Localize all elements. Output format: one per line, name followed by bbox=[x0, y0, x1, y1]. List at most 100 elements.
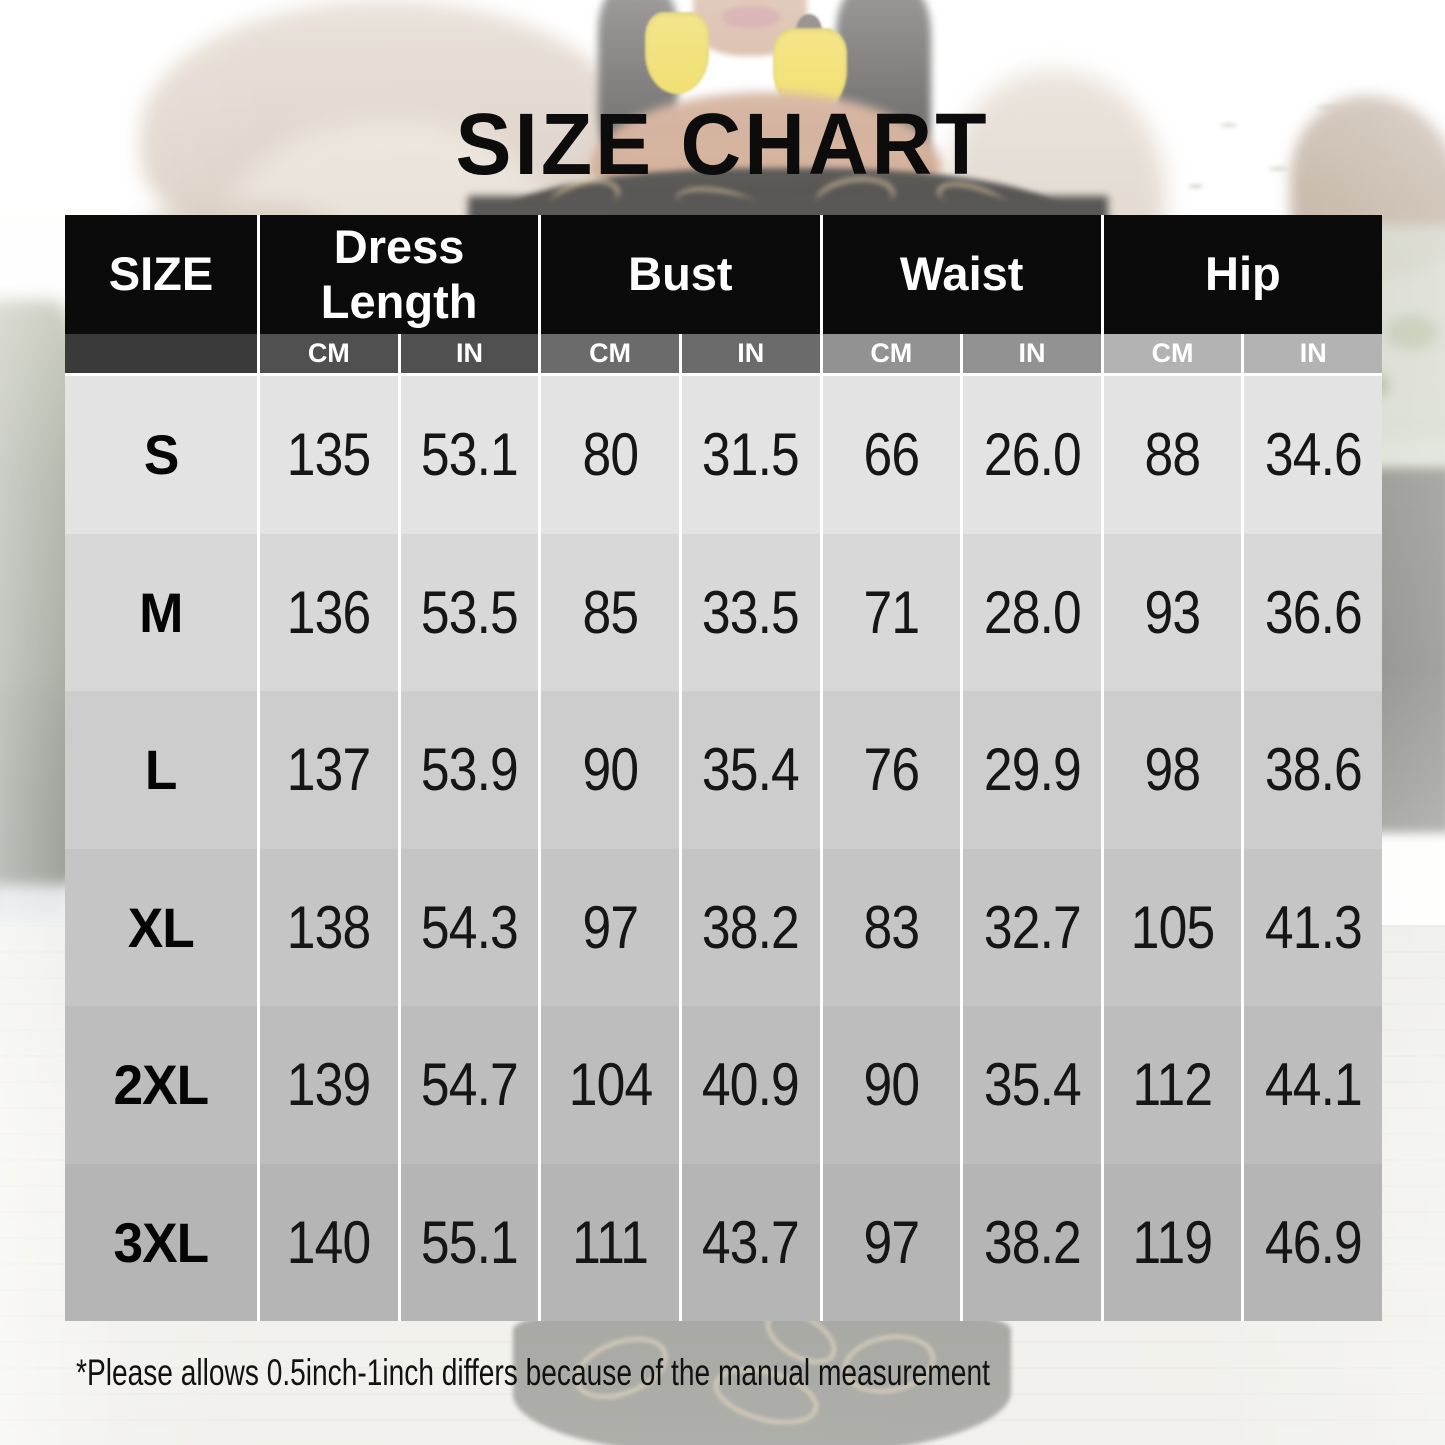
data-cell: 66 bbox=[822, 376, 961, 534]
data-cell: 32.7 bbox=[963, 848, 1101, 1006]
cell-text: 46.9 bbox=[1264, 1208, 1363, 1276]
cell-text: 85 bbox=[582, 578, 639, 646]
page-title: SIZE CHART bbox=[455, 95, 990, 193]
cell-text: 139 bbox=[287, 1051, 371, 1119]
data-cell: 29.9 bbox=[963, 691, 1101, 849]
cell-text: 140 bbox=[287, 1208, 371, 1276]
data-cell: 80 bbox=[541, 376, 679, 534]
data-cell: 138 bbox=[260, 848, 398, 1006]
data-cell: 83 bbox=[822, 848, 961, 1006]
cell-text: 93 bbox=[1144, 578, 1202, 646]
unit-cell-cm: CM bbox=[822, 334, 961, 376]
cell-text: 38.6 bbox=[1264, 736, 1363, 804]
column-header-size: SIZE bbox=[65, 215, 257, 334]
row-label-text: 2XL bbox=[113, 1053, 210, 1117]
data-cell: 55.1 bbox=[400, 1163, 539, 1321]
row-label-text: M bbox=[139, 580, 183, 644]
data-cell: 33.5 bbox=[681, 533, 820, 691]
row-label: L bbox=[65, 691, 257, 849]
cell-text: 29.9 bbox=[983, 736, 1081, 804]
data-cell: 38.6 bbox=[1244, 691, 1382, 849]
cell-text: 43.7 bbox=[702, 1208, 800, 1276]
row-label-text: L bbox=[145, 738, 178, 802]
cell-text: 136 bbox=[287, 578, 371, 646]
data-cell: 90 bbox=[541, 691, 679, 849]
cell-text: 97 bbox=[582, 893, 639, 961]
cell-text: 88 bbox=[1144, 421, 1202, 489]
column-header-bust: Bust bbox=[541, 215, 820, 334]
unit-cell-cm: CM bbox=[541, 334, 679, 376]
cell-text: 111 bbox=[572, 1208, 649, 1276]
data-cell: 88 bbox=[1103, 376, 1242, 534]
data-cell: 111 bbox=[541, 1163, 679, 1321]
cell-text: 90 bbox=[863, 1051, 920, 1119]
cell-text: 138 bbox=[287, 893, 371, 961]
cell-text: 53.5 bbox=[420, 578, 519, 646]
data-cell: 71 bbox=[822, 533, 961, 691]
data-cell: 93 bbox=[1103, 533, 1242, 691]
cell-text: 135 bbox=[287, 421, 371, 489]
cell-text: 35.4 bbox=[702, 736, 800, 804]
cell-text: 54.7 bbox=[420, 1051, 519, 1119]
data-cell: 53.9 bbox=[400, 691, 539, 849]
data-cell: 119 bbox=[1103, 1163, 1242, 1321]
data-cell: 137 bbox=[260, 691, 398, 849]
cell-text: 32.7 bbox=[983, 893, 1081, 961]
data-cell: 43.7 bbox=[681, 1163, 820, 1321]
row-label: 3XL bbox=[65, 1163, 257, 1321]
cell-text: 97 bbox=[863, 1208, 920, 1276]
data-cell: 38.2 bbox=[681, 848, 820, 1006]
data-cell: 98 bbox=[1103, 691, 1242, 849]
cell-text: 105 bbox=[1130, 893, 1215, 961]
size-chart-table: SIZE Dress Length Bust Waist Hip CM IN C… bbox=[65, 215, 1382, 1321]
cell-text: 137 bbox=[287, 736, 371, 804]
data-cell: 54.3 bbox=[400, 848, 539, 1006]
cell-text: 112 bbox=[1132, 1051, 1214, 1119]
column-header-hip: Hip bbox=[1103, 215, 1382, 334]
cell-text: 38.2 bbox=[702, 893, 800, 961]
data-cell: 31.5 bbox=[681, 376, 820, 534]
cell-text: 28.0 bbox=[983, 578, 1081, 646]
data-cell: 54.7 bbox=[400, 1006, 539, 1164]
cell-text: 38.2 bbox=[983, 1208, 1081, 1276]
data-cell: 38.2 bbox=[963, 1163, 1101, 1321]
cell-text: 44.1 bbox=[1264, 1051, 1363, 1119]
cell-text: 35.4 bbox=[983, 1051, 1081, 1119]
column-header-waist: Waist bbox=[822, 215, 1101, 334]
data-cell: 40.9 bbox=[681, 1006, 820, 1164]
cell-text: 80 bbox=[582, 421, 639, 489]
row-label-text: XL bbox=[127, 895, 195, 959]
unit-cell-in: IN bbox=[681, 334, 820, 376]
data-cell: 136 bbox=[260, 533, 398, 691]
data-cell: 46.9 bbox=[1244, 1163, 1382, 1321]
data-cell: 76 bbox=[822, 691, 961, 849]
data-cell: 53.1 bbox=[400, 376, 539, 534]
data-cell: 26.0 bbox=[963, 376, 1101, 534]
row-label: XL bbox=[65, 848, 257, 1006]
data-cell: 97 bbox=[822, 1163, 961, 1321]
data-cell: 28.0 bbox=[963, 533, 1101, 691]
data-cell: 97 bbox=[541, 848, 679, 1006]
cell-text: 119 bbox=[1132, 1208, 1214, 1276]
data-cell: 135 bbox=[260, 376, 398, 534]
data-cell: 90 bbox=[822, 1006, 961, 1164]
cell-text: 66 bbox=[863, 421, 920, 489]
cell-text: 33.5 bbox=[702, 578, 800, 646]
cell-text: 98 bbox=[1144, 736, 1202, 804]
data-cell: 44.1 bbox=[1244, 1006, 1382, 1164]
row-label: 2XL bbox=[65, 1006, 257, 1164]
unit-cell-blank bbox=[65, 334, 257, 376]
data-cell: 112 bbox=[1103, 1006, 1242, 1164]
column-header-dress-length: Dress Length bbox=[260, 215, 539, 334]
measurement-disclaimer: *Please allows 0.5inch-1inch differs bec… bbox=[76, 1352, 1279, 1394]
data-cell: 85 bbox=[541, 533, 679, 691]
row-label: S bbox=[65, 376, 257, 534]
cell-text: 53.9 bbox=[420, 736, 519, 804]
unit-cell-cm: CM bbox=[1103, 334, 1242, 376]
cell-text: 53.1 bbox=[420, 421, 519, 489]
data-cell: 34.6 bbox=[1244, 376, 1382, 534]
data-cell: 35.4 bbox=[963, 1006, 1101, 1164]
data-cell: 105 bbox=[1103, 848, 1242, 1006]
data-cell: 35.4 bbox=[681, 691, 820, 849]
